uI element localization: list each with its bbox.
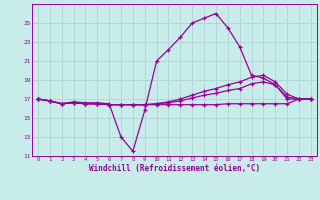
X-axis label: Windchill (Refroidissement éolien,°C): Windchill (Refroidissement éolien,°C) bbox=[89, 164, 260, 173]
